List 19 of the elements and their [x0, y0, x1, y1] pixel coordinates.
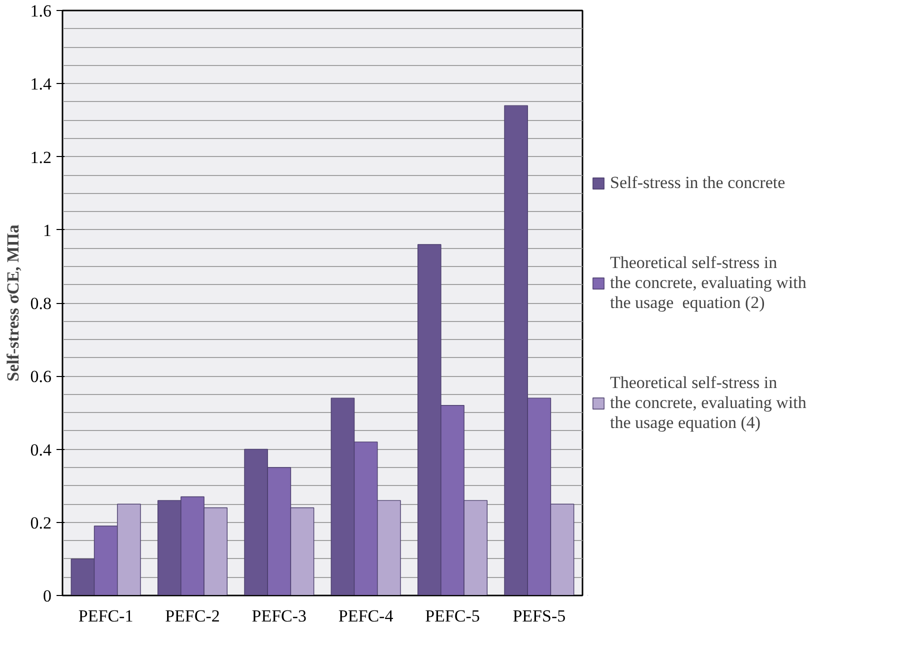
- y-tick-label: 0: [43, 586, 52, 606]
- y-tick-label: 1.4: [30, 74, 52, 94]
- y-tick-label: 0.8: [30, 294, 52, 313]
- legend-label: Self-stress in the concrete: [610, 172, 786, 192]
- y-tick-label: 0.2: [30, 513, 52, 532]
- y-axis-title: Self-stress σCE, МПа: [3, 224, 22, 382]
- y-tick-label: 0.6: [30, 367, 52, 386]
- legend-label: Theoretical self-stress in the concrete, evaluating with the usage equation (4): [610, 372, 806, 432]
- x-tick-label: PEFC-4: [338, 606, 394, 626]
- x-tick-label: PEFC-1: [78, 606, 134, 626]
- y-tick-label: 1.2: [30, 148, 52, 167]
- x-tick-label: PEFC-3: [252, 606, 307, 626]
- y-tick-label: 1: [43, 220, 52, 240]
- legend-label: Theoretical self-stress in the concrete, evaluating with the usage equation (2): [610, 252, 806, 312]
- x-tick-label: PEFC-5: [425, 606, 480, 626]
- y-tick-label: 1.6: [30, 2, 52, 20]
- x-tick-label: PEFC-2: [165, 606, 220, 626]
- x-tick-label: PEFS-5: [512, 606, 566, 626]
- y-tick-label: 0.4: [30, 440, 52, 460]
